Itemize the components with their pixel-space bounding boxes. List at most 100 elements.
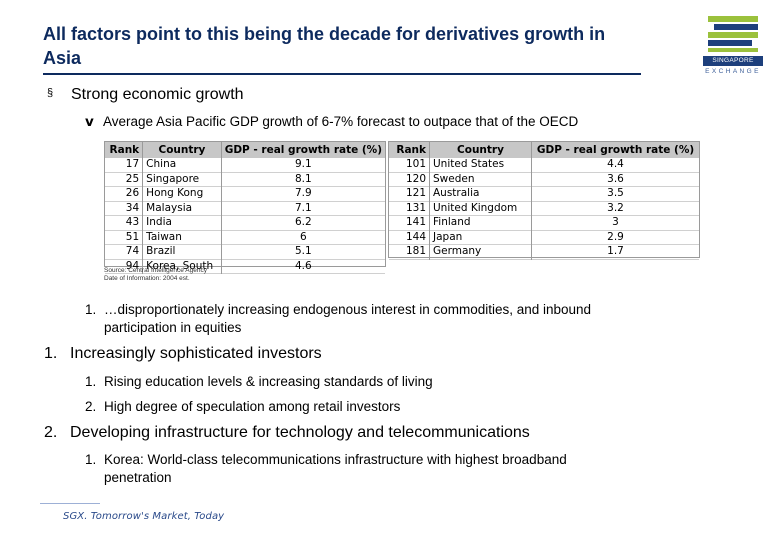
cell-country: United Kingdom bbox=[429, 201, 532, 216]
slide-title: All factors point to this being the deca… bbox=[43, 24, 606, 68]
logo-stripe bbox=[714, 24, 758, 30]
table-row: 51 Taiwan 6 bbox=[105, 230, 385, 245]
table-row: 141 Finland 3 bbox=[389, 215, 699, 230]
table-row: 43 India 6.2 bbox=[105, 215, 385, 230]
cell-gdp: 8.1 bbox=[295, 172, 312, 185]
item-text-continued: penetration bbox=[104, 470, 172, 485]
footer-tagline: SGX. Tomorrow's Market, Today bbox=[63, 511, 225, 522]
cell-gdp: 4.4 bbox=[607, 158, 624, 170]
col-header-rank: Rank bbox=[389, 142, 430, 158]
bullet-text: Strong economic growth bbox=[71, 86, 244, 103]
logo-wordmark: SINGAPORE bbox=[703, 56, 763, 66]
table-row: 74 Brazil 5.1 bbox=[105, 244, 385, 259]
cell-country: Japan bbox=[429, 230, 532, 245]
cell-rank: 141 bbox=[389, 215, 430, 230]
cell-rank: 25 bbox=[105, 172, 144, 187]
source-date: Date of Information: 2004 est. bbox=[104, 275, 190, 282]
cell-gdp: 6 bbox=[300, 230, 307, 243]
table-row: 34 Malaysia 7.1 bbox=[105, 201, 385, 216]
logo-stripe bbox=[708, 40, 752, 46]
item-number: 1. bbox=[85, 452, 97, 467]
item-text: Increasingly sophisticated investors bbox=[70, 345, 322, 362]
cell-rank: 144 bbox=[389, 230, 430, 245]
logo-subtitle: EXCHANGE bbox=[705, 68, 761, 75]
cell-country: Germany bbox=[429, 244, 532, 259]
item-number: 1. bbox=[85, 302, 97, 317]
bullet-text: Average Asia Pacific GDP growth of 6-7% … bbox=[103, 114, 579, 129]
table-row: 17 China 9.1 bbox=[105, 158, 385, 172]
cell-rank: 121 bbox=[389, 186, 430, 201]
item-text: Korea: World-class telecommunications in… bbox=[104, 452, 567, 467]
sgx-logo: SINGAPORE EXCHANGE bbox=[700, 10, 766, 80]
cell-country: China bbox=[142, 158, 222, 172]
cell-country: Finland bbox=[429, 215, 532, 230]
source-line: Source: Central Intelligence Agency bbox=[104, 267, 207, 274]
cell-country: Brazil bbox=[142, 244, 222, 259]
cell-gdp: 2.9 bbox=[607, 230, 624, 243]
table-row: 120 Sweden 3.6 bbox=[389, 172, 699, 187]
footer-divider bbox=[40, 503, 100, 504]
cell-gdp: 9.1 bbox=[295, 158, 312, 170]
cell-gdp: 7.9 bbox=[295, 187, 312, 199]
cell-rank: 34 bbox=[105, 201, 144, 216]
cell-gdp: 1.7 bbox=[607, 245, 624, 257]
gdp-table-oecd: Rank Country GDP - real growth rate (%) … bbox=[388, 141, 700, 259]
table-row: 181 Germany 1.7 bbox=[389, 244, 699, 259]
cell-gdp: 7.1 bbox=[295, 201, 312, 214]
item-text: …disproportionately increasing endogenou… bbox=[104, 302, 592, 317]
item-number: 1. bbox=[44, 345, 58, 362]
diamond-bullet-icon: v bbox=[85, 114, 94, 130]
cell-gdp: 3.2 bbox=[607, 201, 624, 214]
table-source-note: Source: Central Intelligence Agency Date… bbox=[104, 267, 207, 283]
cell-rank: 131 bbox=[389, 201, 430, 216]
gdp-table-asia: Rank Country GDP - real growth rate (%) … bbox=[104, 141, 386, 274]
item-text: High degree of speculation among retail … bbox=[104, 399, 401, 414]
cell-gdp: 5.1 bbox=[295, 245, 312, 257]
cell-rank: 51 bbox=[105, 230, 144, 245]
cell-gdp: 6.2 bbox=[295, 216, 312, 228]
table-row: 144 Japan 2.9 bbox=[389, 230, 699, 245]
item-number: 2. bbox=[85, 399, 97, 414]
logo-stripe bbox=[708, 16, 758, 22]
cell-rank: 17 bbox=[105, 158, 144, 172]
col-header-gdp: GDP - real growth rate (%) bbox=[221, 142, 385, 158]
cell-rank: 94 bbox=[105, 259, 144, 274]
item-number: 2. bbox=[44, 424, 58, 441]
cell-rank: 181 bbox=[389, 244, 430, 259]
cell-country: Taiwan bbox=[142, 230, 222, 245]
table-row: 101 United States 4.4 bbox=[389, 158, 699, 172]
cell-country: Korea, South bbox=[142, 259, 222, 274]
item-text-continued: participation in equities bbox=[104, 320, 242, 335]
square-bullet-icon: § bbox=[47, 87, 54, 99]
col-header-country: Country bbox=[429, 142, 532, 158]
col-header-rank: Rank bbox=[105, 142, 144, 158]
table-row: 121 Australia 3.5 bbox=[389, 186, 699, 201]
cell-country: Sweden bbox=[429, 172, 532, 187]
cell-gdp: 4.6 bbox=[295, 259, 312, 272]
bullet-asia-gdp: v Average Asia Pacific GDP growth of 6-7%… bbox=[85, 114, 578, 130]
cell-rank: 101 bbox=[389, 158, 430, 172]
cell-rank: 74 bbox=[105, 244, 144, 259]
table-row: 25 Singapore 8.1 bbox=[105, 172, 385, 187]
cell-country: Hong Kong bbox=[142, 186, 222, 201]
item-text: Developing infrastructure for technology… bbox=[70, 424, 530, 441]
table-row: 26 Hong Kong 7.9 bbox=[105, 186, 385, 201]
cell-gdp: 3.5 bbox=[607, 187, 624, 199]
cell-country: Australia bbox=[429, 186, 532, 201]
table-row: 94 Korea, South 4.6 bbox=[105, 259, 385, 274]
title-divider bbox=[43, 73, 641, 75]
cell-rank: 43 bbox=[105, 215, 144, 230]
item-text: Rising education levels & increasing sta… bbox=[104, 374, 433, 389]
cell-country: United States bbox=[429, 158, 532, 172]
cell-gdp: 3.6 bbox=[607, 172, 624, 185]
cell-rank: 26 bbox=[105, 186, 144, 201]
cell-country: Singapore bbox=[142, 172, 222, 187]
item-number: 1. bbox=[85, 374, 97, 389]
col-header-gdp: GDP - real growth rate (%) bbox=[531, 142, 699, 158]
col-header-country: Country bbox=[142, 142, 222, 158]
table-row: 131 United Kingdom 3.2 bbox=[389, 201, 699, 216]
cell-country: Malaysia bbox=[142, 201, 222, 216]
logo-stripe bbox=[708, 32, 758, 38]
logo-stripe bbox=[708, 48, 758, 52]
cell-country: India bbox=[142, 215, 222, 230]
